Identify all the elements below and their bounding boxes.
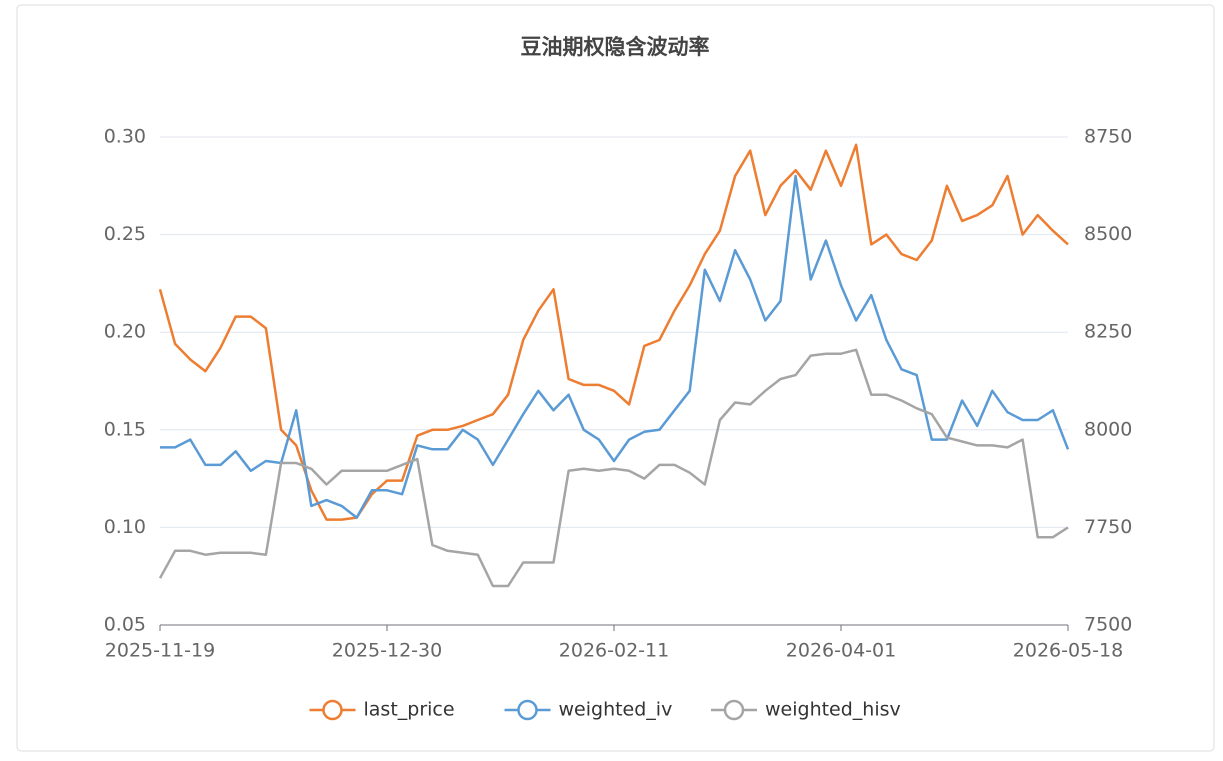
- y2-tick-label: 8250: [1084, 321, 1132, 343]
- legend-marker: [322, 699, 343, 721]
- y2-tick-label: 7500: [1084, 614, 1132, 636]
- legend-marker: [517, 699, 538, 721]
- y2-tick-label: 7750: [1084, 516, 1132, 538]
- y-tick-label: 0.10: [104, 516, 146, 538]
- y-tick-label: 0.05: [104, 614, 146, 636]
- y2-tick-label: 8500: [1084, 223, 1132, 245]
- x-tick-label: 2026-02-11: [559, 640, 669, 662]
- y-tick-label: 0.30: [104, 126, 146, 148]
- legend-marker: [723, 699, 745, 721]
- series-line: [158, 348, 1069, 588]
- y-tick-label: 0.15: [104, 418, 146, 440]
- series-line: [158, 143, 1069, 521]
- legend-label: last_price: [364, 699, 455, 721]
- x-tick-label: 2025-12-30: [332, 640, 442, 662]
- y-tick-label: 0.25: [104, 223, 146, 245]
- chart-title: 豆油期权隐含波动率: [521, 35, 710, 59]
- y2-tick-label: 8750: [1084, 126, 1132, 148]
- legend-label: weighted_hisv: [765, 699, 901, 721]
- x-tick-label: 2026-05-18: [1013, 640, 1123, 662]
- series-line: [160, 174, 1070, 519]
- frame: [16, 4, 1215, 752]
- y-tick-label: 0.20: [104, 321, 146, 343]
- x-tick-label: 2025-11-19: [105, 640, 215, 662]
- legend-label: weighted_iv: [559, 699, 673, 721]
- x-tick-label: 2026-04-01: [786, 640, 896, 662]
- y2-tick-label: 8000: [1084, 418, 1132, 440]
